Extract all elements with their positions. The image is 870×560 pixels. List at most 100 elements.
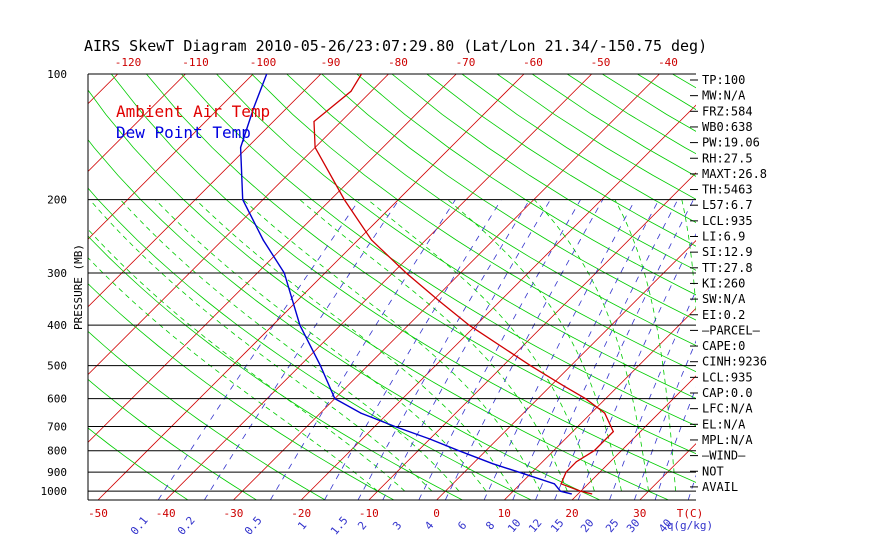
sounding-point xyxy=(262,239,264,241)
stability-index-item: PW:19.06 xyxy=(702,136,760,150)
sounding-point xyxy=(591,493,593,495)
stability-index-item: L57:6.7 xyxy=(702,198,753,212)
sounding-point xyxy=(266,74,268,75)
top-temp-tick-label: -50 xyxy=(591,56,611,69)
mixing-ratio-tick-label: 3 xyxy=(390,519,404,532)
moist-adiabat-line xyxy=(447,199,622,492)
mixing-ratio-line xyxy=(270,199,456,500)
moist-adiabat-line xyxy=(120,199,460,492)
dry-adiabat-line xyxy=(88,283,395,500)
dry-adiabat-line xyxy=(181,74,696,427)
dry-adiabat-line xyxy=(88,330,326,500)
sounding-point xyxy=(429,438,431,440)
mixing-ratio-line xyxy=(535,199,679,500)
legend-dew-point-temp: Dew Point Temp xyxy=(116,123,251,142)
sounding-point xyxy=(283,272,285,274)
mixing-ratio-tick-label: 12 xyxy=(526,516,544,535)
mixing-ratio-line xyxy=(418,199,581,500)
mixing-ratio-tick-label: 6 xyxy=(455,519,469,532)
dry-adiabat-line xyxy=(461,74,696,223)
mixing-ratio-unit-label: q(g/kg) xyxy=(667,519,713,532)
sounding-point xyxy=(360,412,362,414)
dry-adiabat-line xyxy=(216,74,696,399)
bottom-temp-tick-label: 0 xyxy=(433,507,440,520)
isotherm-line xyxy=(88,74,457,443)
mixing-ratio-tick-label: 4 xyxy=(422,519,436,533)
bottom-temp-tick-label: 10 xyxy=(498,507,511,520)
mixing-ratio-line xyxy=(483,199,636,500)
bottom-temp-tick-label: -50 xyxy=(88,507,108,520)
sounding-point xyxy=(313,120,315,123)
pressure-tick-label: 300 xyxy=(47,267,67,280)
stability-index-item: —PARCEL— xyxy=(702,323,761,337)
sounding-point xyxy=(468,324,470,326)
sounding-point xyxy=(370,239,373,241)
stability-index-item: SI:12.9 xyxy=(702,245,753,259)
sounding-point xyxy=(593,450,595,452)
sounding-point xyxy=(319,365,321,367)
isotherm-line xyxy=(571,375,696,500)
mixing-ratio-line xyxy=(654,386,696,500)
stability-index-item: FRZ:584 xyxy=(702,104,753,118)
stability-index-item: MPL:N/A xyxy=(702,433,753,447)
stability-index-item: MAXT:26.8 xyxy=(702,167,767,181)
sounding-point xyxy=(553,483,556,485)
mixing-ratio-tick-label: 0.1 xyxy=(128,514,151,538)
temp-unit-label: T(C) xyxy=(677,507,704,520)
sounding-point xyxy=(350,90,352,92)
pressure-tick-label: 200 xyxy=(47,194,67,207)
stability-index-item: CAPE:0 xyxy=(702,339,745,353)
stability-index-item: TP:100 xyxy=(702,73,745,87)
stability-index-item: TT:27.8 xyxy=(702,261,753,275)
isotherm-line xyxy=(88,74,389,376)
dry-adiabat-line xyxy=(426,74,696,247)
top-temp-tick-label: -110 xyxy=(182,56,209,69)
mixing-ratio-line xyxy=(357,199,530,500)
moist-adiabat-line xyxy=(88,257,378,492)
dry-adiabat-line xyxy=(321,74,696,321)
sounding-point xyxy=(458,450,460,452)
top-temp-tick-label: -60 xyxy=(523,56,543,69)
mixing-ratio-tick-label: 0.2 xyxy=(175,514,198,538)
bottom-temp-tick-label: 30 xyxy=(633,507,646,520)
top-temp-tick-label: -70 xyxy=(456,56,476,69)
isotherm-line xyxy=(165,74,592,500)
stability-index-item: WB0:638 xyxy=(702,120,753,134)
dry-adiabat-line xyxy=(88,427,189,500)
dry-adiabat-line xyxy=(110,74,696,483)
isotherm-line xyxy=(0,74,50,500)
series-layer xyxy=(239,74,615,495)
pressure-tick-label: 900 xyxy=(47,466,67,479)
mixing-ratio-line xyxy=(634,340,696,500)
isotherm-line xyxy=(300,104,696,500)
isotherm-line xyxy=(843,74,870,500)
mixing-ratio-tick-label: 2 xyxy=(355,519,369,532)
sounding-point xyxy=(584,398,587,400)
mixing-ratio-line xyxy=(577,233,696,500)
mixing-ratio-tick-label: 8 xyxy=(483,519,497,532)
sounding-point xyxy=(612,431,614,433)
pressure-tick-label: 100 xyxy=(47,68,67,81)
dry-adiabat-line xyxy=(88,187,532,500)
pressure-tick-label: 1000 xyxy=(41,485,68,498)
dry-adiabat-line xyxy=(88,139,601,500)
mixing-ratio-tick-label: 20 xyxy=(578,516,596,535)
series-ambient-air-temp-line xyxy=(313,74,615,495)
isotherm-line xyxy=(88,74,186,172)
bottom-temp-tick-label: 20 xyxy=(565,507,578,520)
top-temp-tick-label: -100 xyxy=(250,56,277,69)
isotherm-line xyxy=(88,74,322,308)
sounding-point xyxy=(405,272,407,274)
sounding-point xyxy=(559,490,562,492)
dry-adiabat-line xyxy=(356,74,696,296)
stability-index-item: MW:N/A xyxy=(702,89,746,103)
mixing-ratio-line xyxy=(444,199,604,500)
pressure-tick-label: 600 xyxy=(47,393,67,406)
sounding-point xyxy=(242,199,244,201)
mixing-ratio-tick-label: 1.5 xyxy=(328,514,351,538)
sounding-point xyxy=(604,412,606,414)
bottom-temp-tick-label: -20 xyxy=(291,507,311,520)
isotherm-line xyxy=(97,74,525,500)
